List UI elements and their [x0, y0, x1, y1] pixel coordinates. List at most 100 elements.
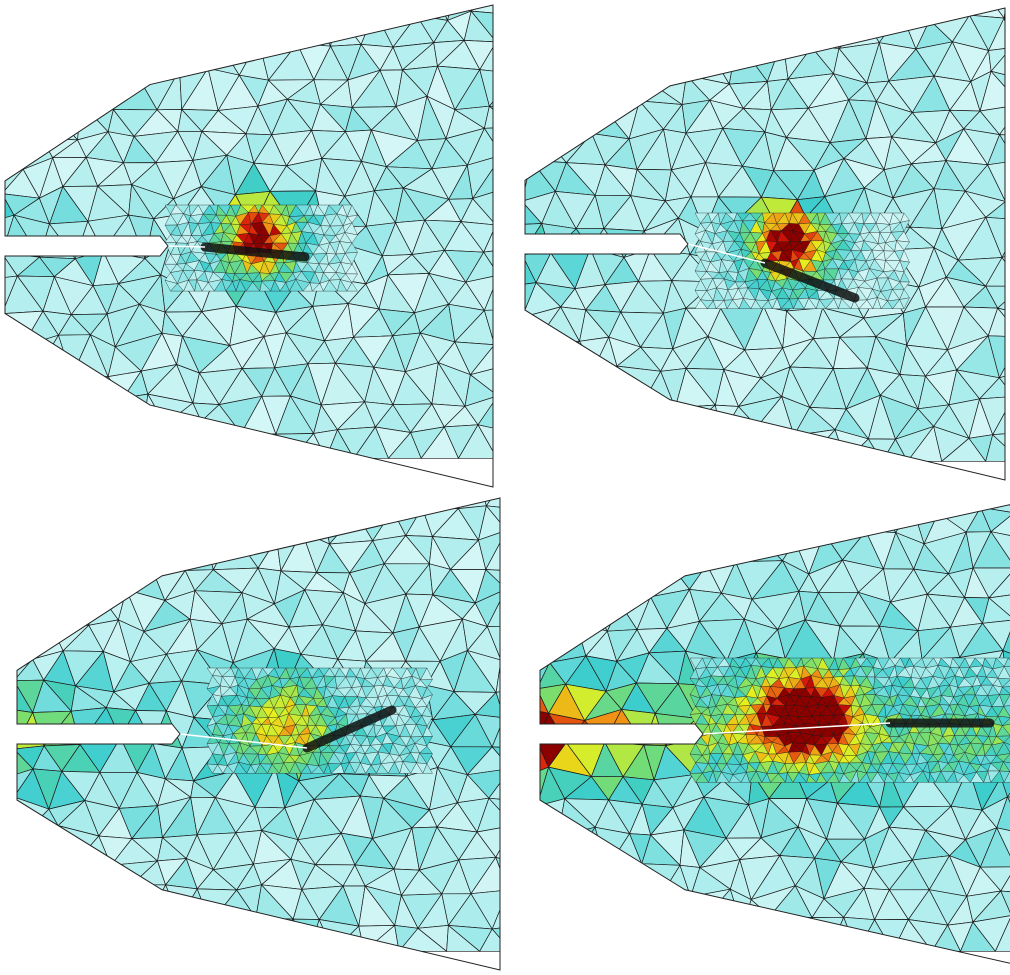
- mesh-element: [987, 160, 1005, 203]
- mesh-element: [120, 38, 155, 68]
- mesh-element: [525, 80, 565, 109]
- mesh-element: [515, 426, 546, 459]
- mesh-element: [541, 21, 581, 48]
- mesh-element: [148, 498, 191, 515]
- mesh-element: [540, 625, 551, 663]
- mesh-element: [155, 423, 187, 459]
- mesh-element: [540, 825, 559, 866]
- mesh-element: [49, 858, 80, 896]
- mesh-element: [590, 542, 621, 568]
- mesh-element: [621, 42, 651, 84]
- mesh-element: [232, 509, 278, 540]
- mesh-element: [781, 20, 813, 48]
- mesh-element: [865, 509, 897, 533]
- mesh-element: [53, 498, 90, 507]
- mesh-element: [753, 10, 803, 41]
- mesh-element: [540, 917, 574, 952]
- mesh-element: [346, 282, 358, 292]
- mesh-element: [504, 709, 541, 749]
- mesh-element: [642, 895, 667, 928]
- mesh-element: [540, 805, 559, 837]
- mesh-element: [810, 498, 840, 509]
- mesh-element: [312, 11, 338, 48]
- mesh-element: [66, 891, 104, 921]
- mesh-element: [621, 75, 652, 102]
- mesh-element: [484, 569, 500, 590]
- mesh-element: [737, 425, 771, 462]
- mesh-element: [469, 344, 493, 376]
- mesh-element: [5, 17, 27, 40]
- mesh-element: [62, 567, 98, 598]
- mesh-element: [255, 917, 294, 953]
- mesh-element: [516, 926, 558, 951]
- mesh-element: [217, 498, 246, 511]
- mesh-element: [1000, 866, 1010, 895]
- mesh-element: [881, 498, 913, 511]
- mesh-element: [5, 36, 42, 80]
- mesh-element: [170, 498, 202, 516]
- mesh-element: [499, 248, 529, 279]
- mesh-element: [610, 544, 639, 568]
- mesh-element: [719, 512, 756, 536]
- mesh-element: [496, 186, 529, 225]
- mesh-element: [16, 367, 59, 407]
- mesh-element: [486, 588, 500, 627]
- mesh-element: [655, 8, 699, 25]
- mesh-element: [540, 509, 559, 545]
- mesh-element: [344, 232, 358, 244]
- mesh-element: [512, 926, 542, 951]
- mesh-element: [734, 532, 784, 563]
- mesh-element: [50, 13, 91, 52]
- mesh-element: [17, 891, 47, 923]
- mesh-panel: [525, 8, 1005, 463]
- mesh-element: [491, 925, 500, 953]
- mesh-element: [491, 717, 500, 749]
- domain-outline: [524, 7, 1006, 481]
- mesh-element: [131, 884, 167, 929]
- mesh-element: [87, 427, 129, 459]
- mesh-element: [16, 390, 59, 425]
- mesh-element: [594, 365, 618, 409]
- mesh-element: [530, 838, 558, 867]
- mesh-element: [684, 534, 721, 566]
- mesh-element: [10, 5, 61, 9]
- mesh-element: [728, 39, 769, 85]
- mesh-element: [75, 916, 117, 952]
- mesh-element: [101, 884, 133, 918]
- mesh-element: [689, 498, 730, 503]
- mesh-element: [75, 564, 114, 592]
- mesh-element: [24, 98, 52, 140]
- mesh-element: [540, 598, 554, 628]
- mesh-element: [811, 23, 840, 49]
- mesh-element: [178, 5, 209, 18]
- mesh-element: [805, 8, 851, 26]
- mesh-element: [325, 5, 363, 13]
- mesh-element: [690, 888, 732, 924]
- mesh-element: [265, 918, 311, 952]
- mesh-element: [541, 369, 576, 403]
- mesh-element: [101, 864, 133, 893]
- mesh-element: [696, 23, 728, 54]
- mesh-element: [599, 42, 649, 77]
- mesh-element: [62, 590, 98, 627]
- mesh-element: [660, 895, 692, 929]
- mesh-element: [115, 883, 144, 928]
- mesh-element: [996, 795, 1010, 835]
- mesh-element: [277, 505, 324, 533]
- mesh-element: [606, 500, 647, 546]
- mesh-element: [1002, 722, 1010, 737]
- mesh-element: [361, 5, 396, 13]
- mesh-element: [591, 406, 620, 435]
- mesh-element: [14, 422, 56, 459]
- mesh-element: [649, 498, 691, 514]
- mesh-element: [40, 40, 65, 80]
- mesh-element: [33, 499, 72, 546]
- mesh-element: [652, 429, 687, 463]
- mesh-element: [17, 917, 31, 952]
- mesh-element: [488, 72, 493, 110]
- mesh-element: [498, 363, 529, 403]
- mesh-element: [132, 40, 181, 70]
- mesh-element: [985, 216, 1005, 259]
- mesh-element: [525, 139, 551, 161]
